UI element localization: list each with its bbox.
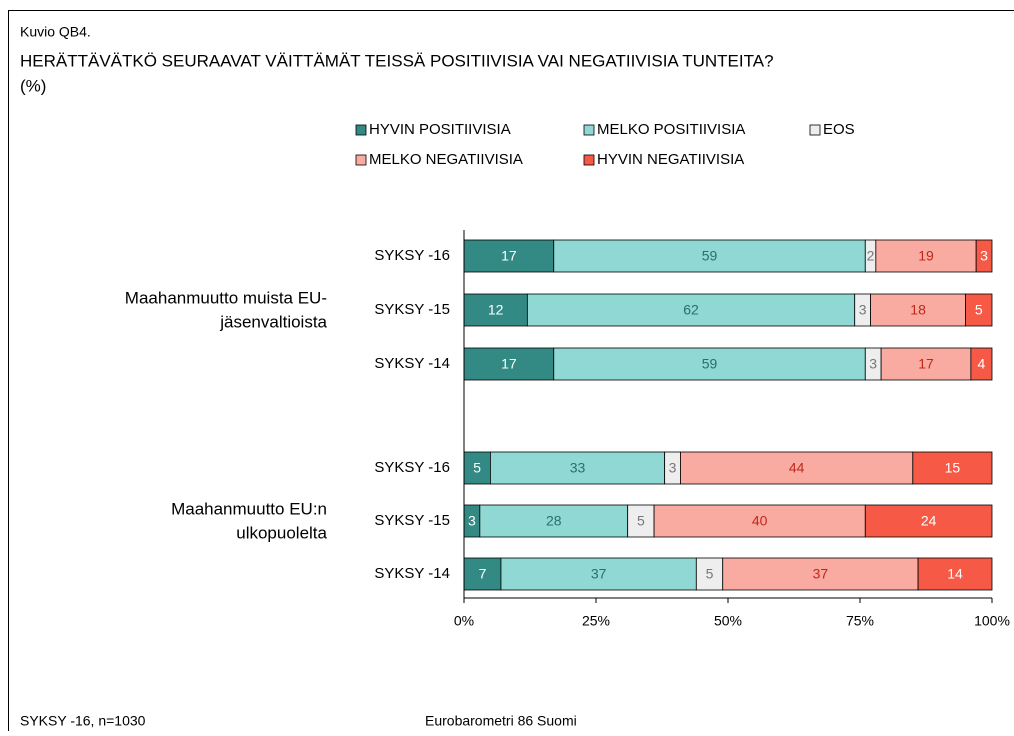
value-label: 5 bbox=[975, 302, 983, 318]
x-tick-label: 25% bbox=[582, 613, 610, 629]
value-label: 17 bbox=[918, 356, 934, 372]
value-label: 59 bbox=[702, 248, 718, 264]
legend-label: HYVIN POSITIIVISIA bbox=[369, 121, 511, 138]
footer-center: Eurobarometri 86 Suomi bbox=[425, 713, 577, 729]
value-label: 3 bbox=[468, 513, 476, 529]
category-label: SYKSY -16 bbox=[374, 459, 450, 476]
value-label: 59 bbox=[702, 356, 718, 372]
x-tick-label: 100% bbox=[974, 613, 1010, 629]
value-label: 18 bbox=[910, 302, 926, 318]
category-label: SYKSY -16 bbox=[374, 247, 450, 264]
value-label: 12 bbox=[488, 302, 504, 318]
value-label: 5 bbox=[637, 513, 645, 529]
value-label: 3 bbox=[980, 248, 988, 264]
x-tick-label: 50% bbox=[714, 613, 742, 629]
legend-swatch bbox=[584, 125, 594, 135]
value-label: 7 bbox=[479, 566, 487, 582]
value-label: 17 bbox=[501, 356, 517, 372]
legend-swatch bbox=[810, 125, 820, 135]
value-label: 24 bbox=[921, 513, 937, 529]
group-label: Maahanmuutto muista EU- bbox=[125, 288, 327, 307]
legend-swatch bbox=[356, 125, 366, 135]
category-label: SYKSY -15 bbox=[374, 512, 450, 529]
subtitle: (%) bbox=[20, 76, 46, 95]
value-label: 3 bbox=[869, 356, 877, 372]
value-label: 17 bbox=[501, 248, 517, 264]
value-label: 62 bbox=[683, 302, 699, 318]
legend-label: MELKO NEGATIIVISIA bbox=[369, 151, 523, 168]
value-label: 2 bbox=[867, 248, 875, 264]
category-label: SYKSY -15 bbox=[374, 301, 450, 318]
value-label: 5 bbox=[473, 460, 481, 476]
legend-label: HYVIN NEGATIIVISIA bbox=[597, 151, 744, 168]
legend-swatch bbox=[356, 155, 366, 165]
category-label: SYKSY -14 bbox=[374, 355, 450, 372]
value-label: 3 bbox=[859, 302, 867, 318]
legend-label: MELKO POSITIIVISIA bbox=[597, 121, 745, 138]
value-label: 3 bbox=[669, 460, 677, 476]
group-label: Maahanmuutto EU:n bbox=[171, 499, 327, 518]
legend-label: EOS bbox=[823, 121, 855, 138]
value-label: 37 bbox=[591, 566, 607, 582]
group-label: ulkopuolelta bbox=[236, 523, 327, 542]
value-label: 4 bbox=[978, 356, 986, 372]
kicker: Kuvio QB4. bbox=[20, 24, 91, 40]
x-tick-label: 0% bbox=[454, 613, 474, 629]
value-label: 44 bbox=[789, 460, 805, 476]
value-label: 15 bbox=[945, 460, 961, 476]
category-label: SYKSY -14 bbox=[374, 565, 450, 582]
footer-left: SYKSY -16, n=1030 bbox=[20, 713, 146, 729]
value-label: 40 bbox=[752, 513, 768, 529]
value-label: 5 bbox=[706, 566, 714, 582]
x-tick-label: 75% bbox=[846, 613, 874, 629]
group-label: jäsenvaltioista bbox=[219, 312, 327, 331]
legend-swatch bbox=[584, 155, 594, 165]
value-label: 37 bbox=[813, 566, 829, 582]
value-label: 19 bbox=[918, 248, 934, 264]
value-label: 33 bbox=[570, 460, 586, 476]
value-label: 14 bbox=[947, 566, 963, 582]
chart-title: HERÄTTÄVÄTKÖ SEURAAVAT VÄITTÄMÄT TEISSÄ … bbox=[20, 51, 774, 70]
value-label: 28 bbox=[546, 513, 562, 529]
